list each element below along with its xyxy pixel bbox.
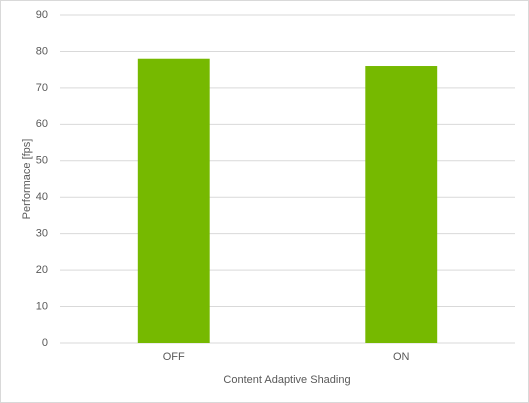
y-tick-label: 30 [36,228,48,240]
x-tick-label: OFF [163,351,185,363]
y-tick-label: 0 [42,337,48,349]
bar [137,58,210,343]
y-tick-label: 50 [36,155,48,167]
y-tick-label: 90 [36,9,48,21]
y-tick-label: 80 [36,45,48,57]
y-tick-label: 20 [36,264,48,276]
bar [365,66,438,344]
y-tick-label: 60 [36,118,48,130]
y-tick-label: 70 [36,82,48,94]
y-tick-label: 10 [36,300,48,312]
y-axis-label: Performace [fps] [21,139,33,220]
y-tick-label: 40 [36,191,48,203]
x-axis-label: Content Adaptive Shading [223,374,350,386]
x-tick-label: ON [393,351,410,363]
